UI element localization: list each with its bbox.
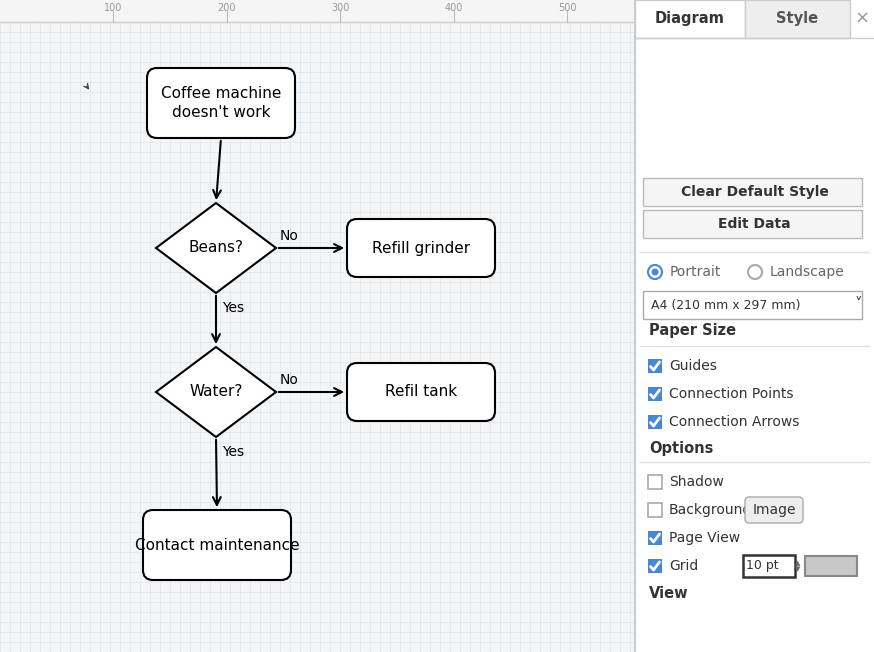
Text: Connection Points: Connection Points	[669, 387, 794, 401]
FancyBboxPatch shape	[648, 559, 662, 573]
Text: Refill grinder: Refill grinder	[372, 241, 470, 256]
Polygon shape	[156, 203, 276, 293]
Text: ×: ×	[855, 10, 870, 28]
Circle shape	[748, 265, 762, 279]
FancyBboxPatch shape	[635, 0, 874, 652]
Text: Paper Size: Paper Size	[649, 323, 736, 338]
FancyBboxPatch shape	[643, 210, 862, 238]
Text: Portrait: Portrait	[670, 265, 721, 279]
Text: Coffee machine
doesn't work: Coffee machine doesn't work	[161, 85, 281, 121]
FancyBboxPatch shape	[635, 0, 745, 38]
Circle shape	[651, 269, 658, 276]
FancyBboxPatch shape	[143, 510, 291, 580]
Text: 500: 500	[558, 3, 576, 12]
Text: Contact maintenance: Contact maintenance	[135, 537, 299, 552]
Text: Style: Style	[776, 12, 819, 27]
FancyBboxPatch shape	[347, 363, 495, 421]
Polygon shape	[156, 347, 276, 437]
Text: Options: Options	[649, 441, 713, 456]
Text: 400: 400	[444, 3, 462, 12]
Text: Landscape: Landscape	[770, 265, 845, 279]
Text: Beans?: Beans?	[189, 241, 244, 256]
FancyBboxPatch shape	[648, 359, 662, 373]
Text: Diagram: Diagram	[655, 12, 725, 27]
Circle shape	[648, 265, 662, 279]
Text: No: No	[280, 229, 299, 243]
Text: Edit Data: Edit Data	[718, 217, 791, 231]
Text: Yes: Yes	[222, 445, 244, 459]
FancyBboxPatch shape	[648, 387, 662, 401]
FancyBboxPatch shape	[743, 555, 795, 577]
Text: Water?: Water?	[190, 385, 243, 400]
Text: Shadow: Shadow	[669, 475, 724, 489]
FancyBboxPatch shape	[147, 68, 295, 138]
Text: View: View	[649, 585, 689, 600]
Text: A4 (210 mm x 297 mm): A4 (210 mm x 297 mm)	[651, 299, 801, 312]
Text: Guides: Guides	[669, 359, 717, 373]
Text: Image: Image	[753, 503, 795, 517]
FancyBboxPatch shape	[643, 178, 862, 206]
Text: No: No	[280, 373, 299, 387]
FancyBboxPatch shape	[805, 556, 857, 576]
Text: 10 pt: 10 pt	[746, 559, 779, 572]
FancyBboxPatch shape	[648, 475, 662, 489]
Text: Connection Arrows: Connection Arrows	[669, 415, 800, 429]
FancyBboxPatch shape	[643, 291, 862, 319]
Text: Grid: Grid	[669, 559, 698, 573]
Text: 200: 200	[218, 3, 236, 12]
Text: ˅: ˅	[854, 297, 862, 312]
FancyBboxPatch shape	[347, 219, 495, 277]
FancyBboxPatch shape	[648, 415, 662, 429]
FancyBboxPatch shape	[745, 497, 803, 523]
Text: 100: 100	[104, 3, 122, 12]
Text: Refil tank: Refil tank	[385, 385, 457, 400]
FancyBboxPatch shape	[0, 0, 635, 22]
FancyBboxPatch shape	[648, 503, 662, 517]
Text: Page View: Page View	[669, 531, 740, 545]
FancyBboxPatch shape	[0, 0, 635, 652]
Text: Yes: Yes	[222, 301, 244, 315]
Text: Clear Default Style: Clear Default Style	[681, 185, 829, 199]
Text: ▼: ▼	[795, 566, 801, 572]
Text: ▲: ▲	[795, 560, 801, 566]
Text: Background: Background	[669, 503, 753, 517]
FancyBboxPatch shape	[648, 531, 662, 545]
FancyBboxPatch shape	[745, 0, 850, 38]
Text: 300: 300	[331, 3, 350, 12]
